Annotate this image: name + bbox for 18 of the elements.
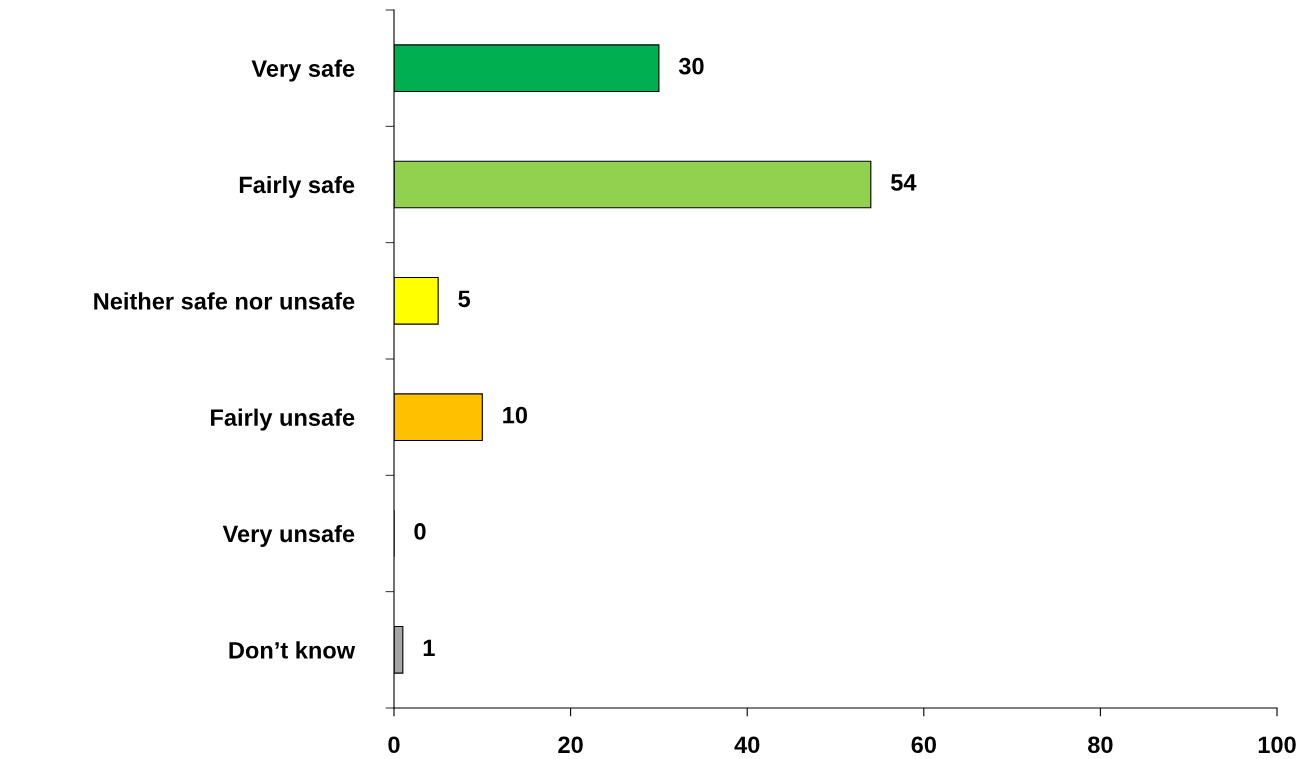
data-label: 10 xyxy=(503,406,528,424)
y-tick-label: Fairly safe xyxy=(239,175,355,198)
data-label: 1 xyxy=(423,639,435,656)
data-label: 54 xyxy=(890,174,917,191)
y-tick-label: Fairly unsafe xyxy=(211,408,355,431)
x-tick-label: 20 xyxy=(558,736,583,754)
y-tick-label: Very safe xyxy=(251,59,355,82)
y-tick-label: Very unsafe xyxy=(222,524,355,547)
x-tick-label: 60 xyxy=(911,736,936,754)
data-label: 30 xyxy=(678,57,704,75)
x-tick-label: 100 xyxy=(1258,736,1296,754)
data-label: 0 xyxy=(414,523,426,540)
x-tick-label: 0 xyxy=(388,736,400,754)
y-tick-label: Don’t know xyxy=(229,641,356,659)
x-tick-label: 80 xyxy=(1088,736,1113,754)
y-tick-label: Neither safe nor unsafe xyxy=(94,292,355,310)
x-tick-label: 40 xyxy=(734,736,760,754)
data-label: 5 xyxy=(458,290,471,308)
